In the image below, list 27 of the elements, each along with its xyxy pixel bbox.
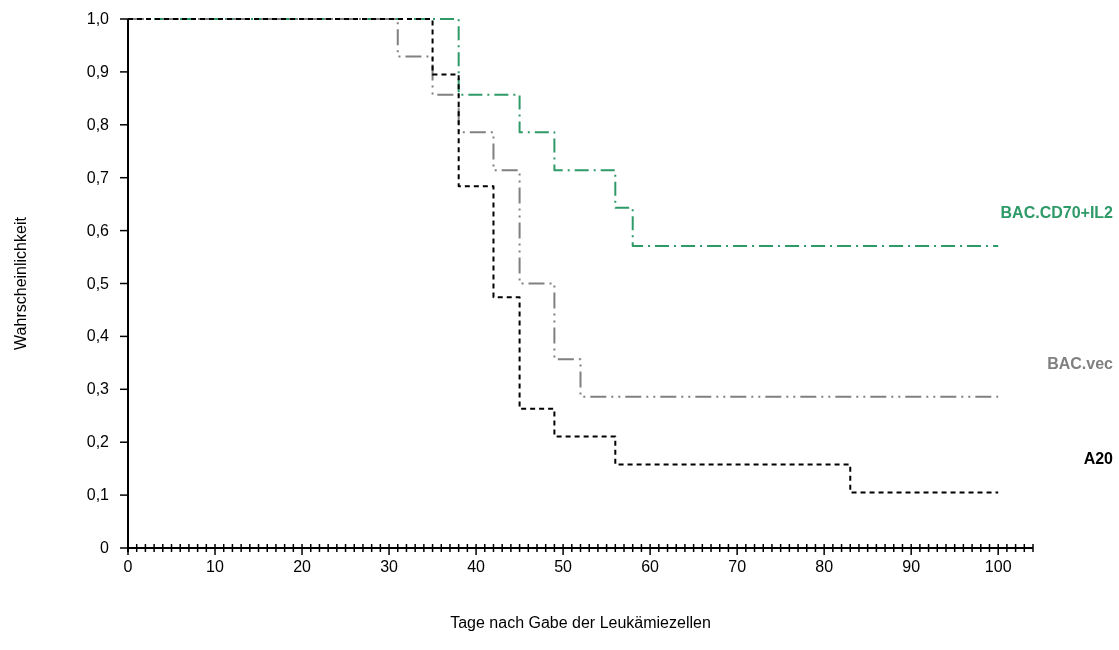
y-tick-label: 1,0	[86, 10, 110, 27]
y-tick-label: 0,8	[86, 115, 110, 133]
y-axis-title: Wahrscheinlichkeit	[12, 216, 29, 350]
x-tick-label: 70	[728, 558, 747, 575]
x-tick-label: 40	[467, 558, 486, 575]
x-tick-label: 10	[206, 558, 225, 575]
x-tick-label: 90	[902, 558, 921, 575]
text: A20	[1083, 450, 1114, 468]
y-tick-label: 0,5	[86, 274, 110, 292]
x-tick-label: 50	[554, 558, 573, 575]
y-tick-label: 0,1	[86, 486, 110, 504]
x-tick-label: 100	[984, 558, 1012, 575]
x-tick-label: 60	[641, 558, 660, 575]
y-tick-label: 0	[100, 539, 110, 556]
y-tick-label: 0,6	[86, 221, 110, 239]
series-label: BAC.CD70+IL2	[1000, 203, 1114, 221]
text: BAC.vec	[1047, 354, 1114, 372]
x-axis-title: Tage nach Gabe der Leukämiezellen	[450, 614, 711, 631]
x-tick-label: 20	[293, 558, 312, 575]
y-tick-label: 0,7	[86, 168, 110, 186]
x-tick-label: 30	[380, 558, 399, 575]
x-tick-label: 0	[123, 558, 133, 575]
y-tick-label: 0,9	[86, 62, 110, 80]
x-tick-label: 80	[815, 558, 834, 575]
y-tick-label: 0,4	[86, 327, 110, 345]
y-tick-label: 0,3	[86, 380, 110, 398]
y-tick-label: 0,2	[86, 433, 110, 451]
